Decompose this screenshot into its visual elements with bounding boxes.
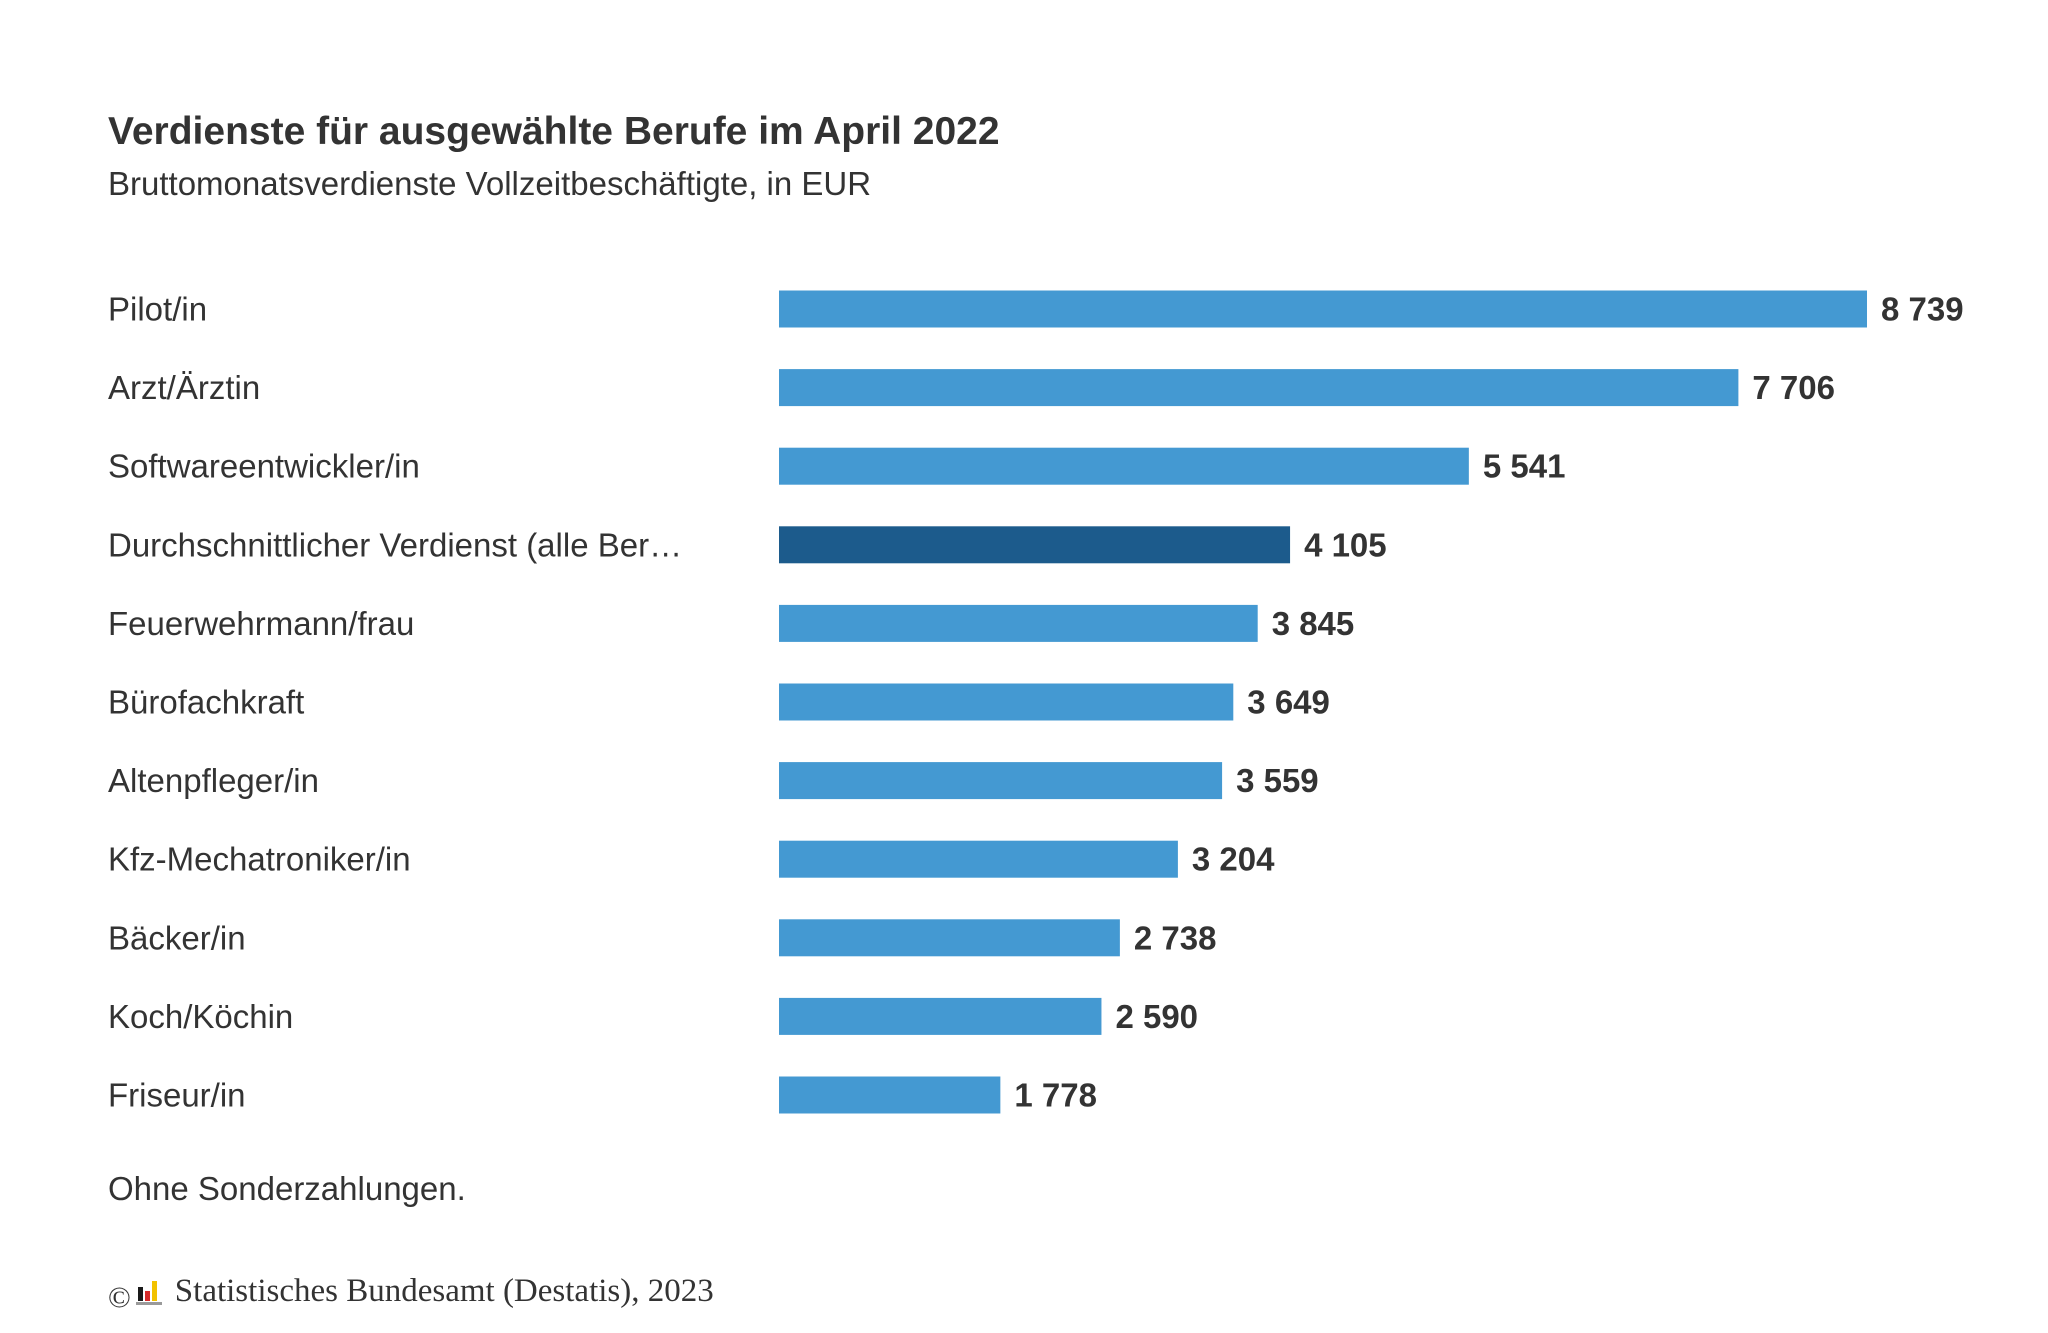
- category-label: Feuerwehrmann/frau: [108, 605, 414, 642]
- bar: [779, 997, 1102, 1035]
- category-label: Durchschnittlicher Verdienst (alle Ber…: [108, 526, 682, 563]
- value-label: 8 739: [1881, 291, 1964, 328]
- value-label: 2 590: [1115, 998, 1198, 1035]
- footnote: Ohne Sonderzahlungen.: [108, 1170, 466, 1207]
- value-label: 3 204: [1192, 841, 1275, 878]
- value-label: 7 706: [1752, 369, 1835, 406]
- value-label: 5 541: [1483, 448, 1566, 485]
- bar: [779, 762, 1223, 800]
- category-label: Bäcker/in: [108, 919, 246, 956]
- bar: [779, 604, 1258, 642]
- bar: [779, 1076, 1001, 1114]
- category-label: Softwareentwickler/in: [108, 448, 420, 485]
- copyright-symbol: ©: [108, 1280, 131, 1314]
- category-label: Friseur/in: [108, 1077, 246, 1114]
- category-label: Bürofachkraft: [108, 684, 304, 721]
- value-label: 3 845: [1272, 605, 1355, 642]
- destatis-logo-icon: [135, 1280, 162, 1305]
- chart-title: Verdienste für ausgewählte Berufe im Apr…: [108, 110, 1000, 153]
- bar: [779, 290, 1867, 328]
- credit-text: Statistisches Bundesamt (Destatis), 2023: [174, 1273, 714, 1309]
- category-label: Kfz-Mechatroniker/in: [108, 841, 411, 878]
- bar-plot: Pilot/in 8 739 Arzt/Ärztin 7 706 Softwareent…: [108, 290, 1964, 1114]
- source-credit: © Statistisches Bundesamt (Destatis), 20…: [108, 1273, 714, 1314]
- value-label: 3 649: [1247, 684, 1330, 721]
- bar: [779, 447, 1469, 485]
- bar: [779, 840, 1178, 878]
- chart-subtitle: Bruttomonatsverdienste Vollzeitbeschäfti…: [108, 165, 872, 202]
- value-label: 3 559: [1236, 762, 1319, 799]
- bar: [779, 683, 1234, 721]
- value-label: 1 778: [1014, 1077, 1097, 1114]
- bar: [779, 919, 1120, 957]
- bar: [779, 369, 1739, 407]
- category-label: Altenpfleger/in: [108, 762, 319, 799]
- category-label: Pilot/in: [108, 291, 207, 328]
- category-label: Koch/Köchin: [108, 998, 293, 1035]
- value-label: 2 738: [1134, 919, 1217, 956]
- category-label: Arzt/Ärztin: [108, 369, 260, 406]
- value-label: 4 105: [1304, 526, 1387, 563]
- bar-highlight: [779, 526, 1291, 564]
